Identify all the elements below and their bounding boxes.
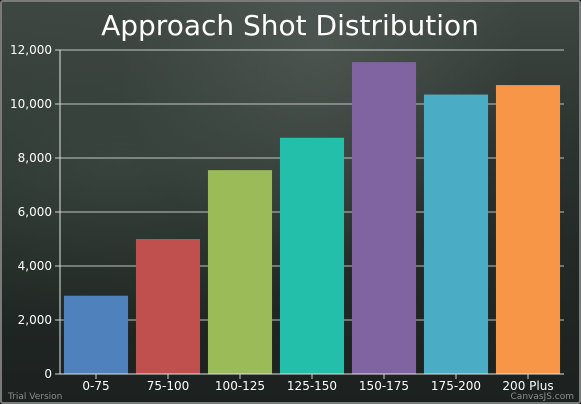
bar-125-150 — [279, 137, 345, 374]
x-tick-label: 0-75 — [82, 379, 109, 393]
bar-75-100 — [135, 239, 201, 374]
y-tick-label: 2,000 — [18, 313, 52, 327]
x-tick-label: 125-150 — [287, 379, 337, 393]
y-tick-label: 6,000 — [18, 205, 52, 219]
watermark-right: CanvasJS.com — [511, 392, 574, 402]
bar-150-175 — [351, 62, 417, 375]
x-tick-label: 175-200 — [431, 379, 481, 393]
y-axis-ticks: 0 2,000 4,000 6,000 8,000 10,000 12,000 — [10, 43, 60, 381]
bar-0-75 — [63, 295, 129, 374]
y-tick-label: 12,000 — [10, 43, 52, 57]
y-tick-label: 10,000 — [10, 97, 52, 111]
bar-100-125 — [207, 170, 273, 374]
chart-title: Approach Shot Distribution — [101, 9, 479, 42]
watermark-left: Trial Version — [7, 392, 62, 402]
y-tick-label: 0 — [44, 367, 52, 381]
bar-175-200 — [423, 94, 489, 375]
x-tick-label: 150-175 — [359, 379, 409, 393]
bar-200-plus — [495, 85, 561, 374]
x-tick-label: 100-125 — [215, 379, 265, 393]
x-tick-label: 75-100 — [147, 379, 190, 393]
y-tick-label: 8,000 — [18, 151, 52, 165]
bars — [63, 62, 561, 375]
x-tick-label: 200 Plus — [502, 379, 553, 393]
x-axis-ticks: 0-75 75-100 100-125 125-150 150-175 175-200 20… — [82, 374, 554, 393]
y-tick-label: 4,000 — [18, 259, 52, 273]
